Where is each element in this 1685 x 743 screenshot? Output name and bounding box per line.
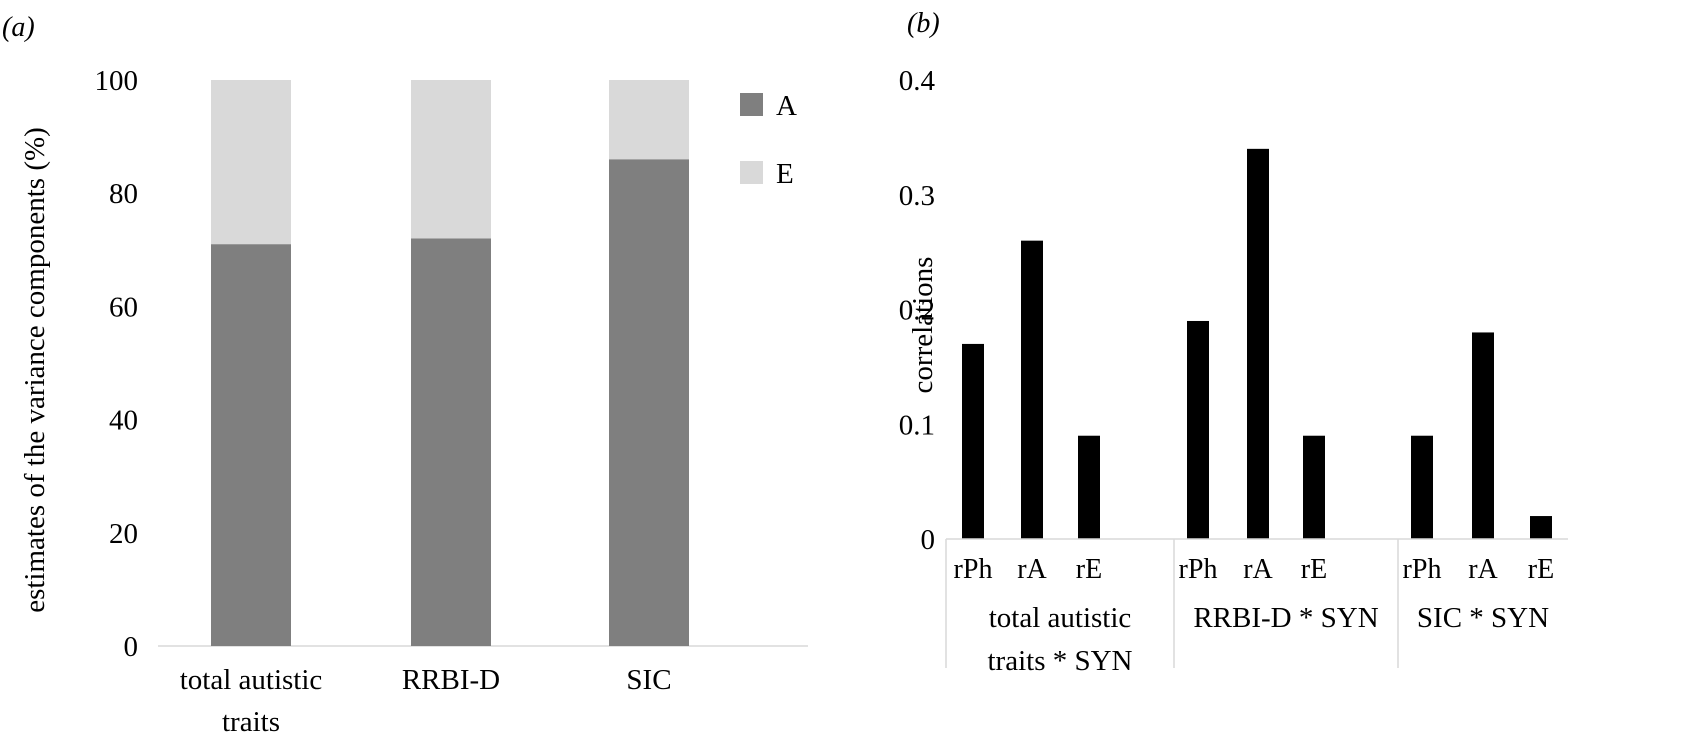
panel-b-bar-rph — [1187, 320, 1209, 539]
panel-a-y-tick-label: 0 — [124, 631, 139, 663]
panel-a: (a) estimates of the variance components… — [2, 12, 808, 738]
panel-a-x-tick-label: traits — [222, 706, 280, 738]
panel-a-x-tick-label: SIC — [626, 664, 671, 696]
panel-a-legend: AE — [740, 90, 797, 190]
panel-b-y-tick-label: 0 — [921, 524, 936, 556]
panel-b-bar-rph — [1411, 435, 1433, 539]
panel-a-label: (a) — [2, 12, 35, 43]
panel-b-y-tick-label: 0.4 — [899, 65, 936, 97]
panel-b-bar-label: rE — [1528, 554, 1554, 585]
panel-a-bar-e — [411, 80, 491, 239]
panel-b-group-label: traits * SYN — [988, 645, 1133, 677]
panel-b-group-label: RRBI-D * SYN — [1193, 602, 1378, 634]
panel-a-y-axis-title: estimates of the variance components (%) — [19, 127, 51, 613]
panel-a-bar-e — [211, 80, 291, 245]
panel-b-label: (b) — [907, 8, 940, 39]
panel-a-bars — [211, 80, 689, 647]
panel-b-bar-label: rPh — [954, 554, 993, 585]
panel-b-group-label: SIC * SYN — [1417, 602, 1549, 634]
panel-b-group-label: total autistic — [989, 602, 1132, 634]
panel-b-y-tick-label: 0.3 — [899, 180, 935, 212]
panel-b-y-tick-label: 0.2 — [899, 295, 935, 327]
panel-b-bar-re — [1530, 516, 1552, 539]
panel-b-bar-label: rE — [1301, 554, 1327, 585]
panel-a-legend-swatch-e — [740, 161, 763, 184]
panel-b-bar-ra — [1021, 240, 1043, 539]
panel-a-bar-a — [609, 159, 689, 647]
panel-b: (b) correlations 00.10.20.30.4 rPh rA rEto… — [899, 8, 1568, 677]
panel-b-bar-ra — [1472, 332, 1494, 539]
panel-b-bar-re — [1078, 435, 1100, 539]
panel-a-y-tick-label: 100 — [95, 65, 139, 97]
panel-a-bar-a — [211, 244, 291, 646]
panel-a-x-tick-label: RRBI-D — [402, 664, 500, 696]
panel-b-bars — [962, 148, 1552, 539]
panel-a-x-labels: total autistic traits RRBI-D SIC — [180, 664, 672, 738]
panel-a-y-tick-label: 20 — [109, 518, 138, 550]
panel-b-bar-label: rA — [1017, 554, 1047, 585]
panel-b-bar-rph — [962, 343, 984, 539]
panel-b-bar-label: rPh — [1179, 554, 1218, 585]
panel-b-y-ticks: 0 0.1 0.2 0.3 0.4 — [899, 65, 936, 556]
panel-b-bar-label: rA — [1243, 554, 1273, 585]
panel-b-y-tick-label: 0.1 — [899, 409, 935, 441]
panel-a-y-tick-label: 40 — [109, 405, 138, 437]
panel-b-bar-label: rA — [1468, 554, 1498, 585]
panel-a-bar-a — [411, 238, 491, 647]
panel-b-bar-label: rPh — [1403, 554, 1442, 585]
panel-a-legend-swatch-a — [740, 93, 763, 116]
panel-b-bar-re — [1303, 435, 1325, 539]
panel-b-bar-label: rE — [1076, 554, 1102, 585]
panel-b-bar-ra — [1247, 148, 1269, 539]
panel-b-y-axis-title: correlations — [907, 257, 939, 394]
panel-b-x-axis — [945, 538, 1568, 668]
panel-a-y-tick-label: 60 — [109, 291, 138, 323]
panel-a-y-tick-label: 80 — [109, 178, 138, 210]
panel-a-y-ticks: 0 20 40 60 80 100 — [95, 65, 139, 663]
panel-a-bar-e — [609, 80, 689, 160]
panel-a-legend-label: A — [776, 90, 797, 122]
panel-a-x-tick-label: total autistic — [180, 664, 323, 696]
panel-a-legend-label: E — [776, 158, 794, 190]
